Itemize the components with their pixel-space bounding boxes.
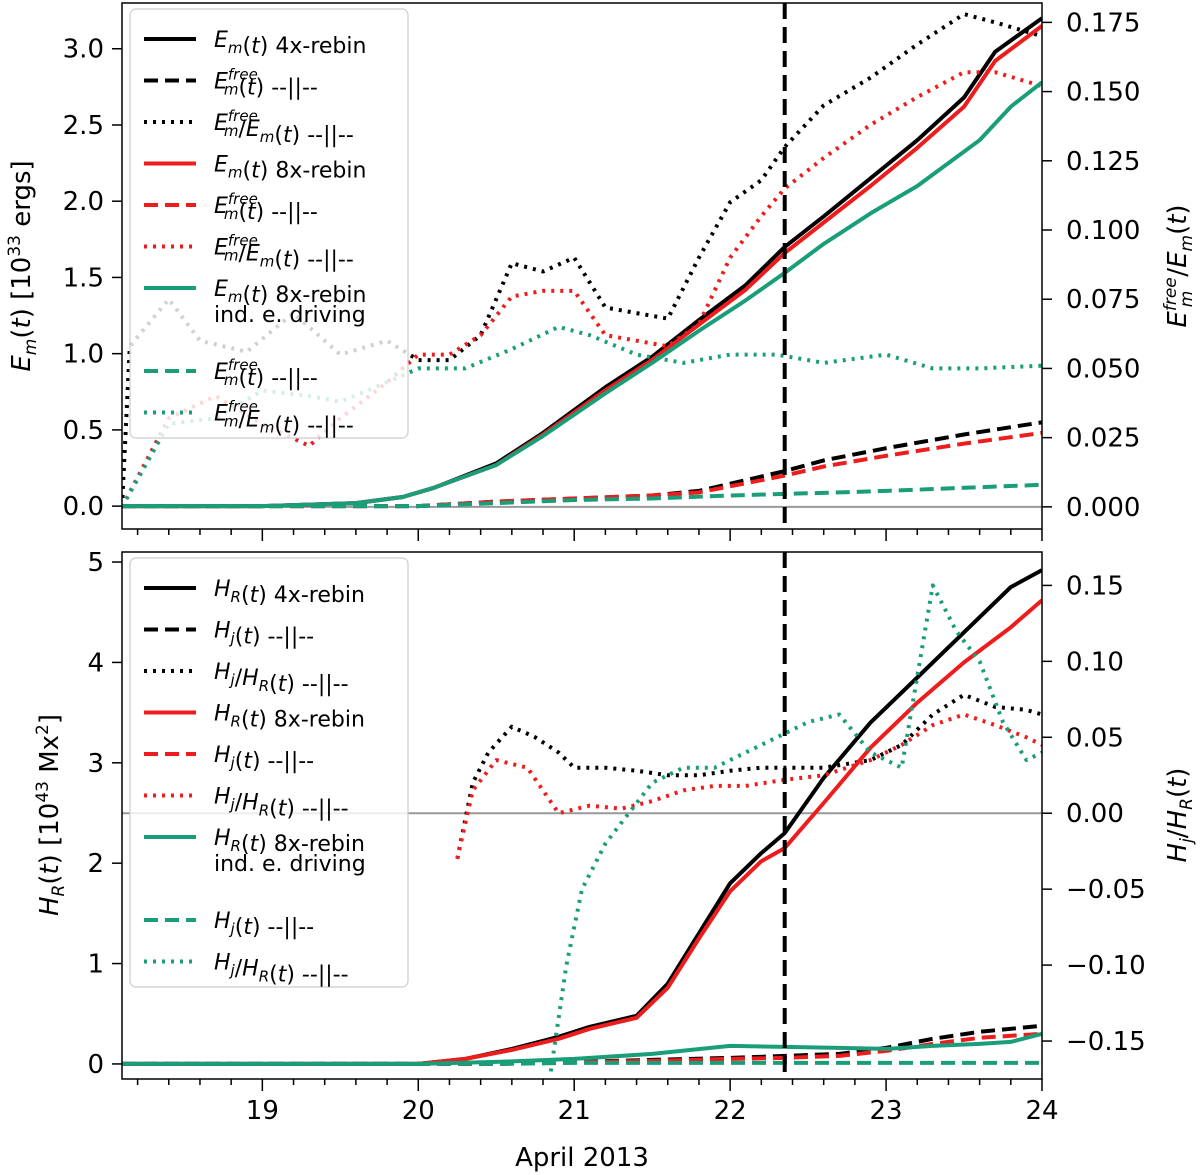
bottom-left-tick-label: 5 [87,548,104,578]
bottom-legend-label: Hj/HR(t) --||-- [214,785,349,822]
bottom-series-ratio-4x-rebin [455,692,1042,860]
x-tick-label: 19 [246,1096,279,1126]
x-tick-label: 21 [558,1096,591,1126]
bottom-legend-label: Hj/HR(t) --||-- [214,951,349,988]
x-tick-label: 20 [402,1096,435,1126]
bottom-right-tick-label: −0.05 [1066,875,1146,905]
bottom-plot-area [122,552,1042,1079]
top-left-tick-label: 1.5 [63,263,104,293]
top-legend-label: Em(t) 4x-rebin [214,28,366,59]
bottom-legend-label: Hj(t) --||-- [214,619,314,650]
top-legend: Em(t) 4x-rebin Efree m(t) --||-- Efree m/Em(… [129,8,409,439]
bottom-legend-label: Hj(t) --||-- [214,743,314,774]
top-series-em-8x-rebin-ind-e-driving [122,80,1042,509]
bottom-left-tick-label: 1 [87,950,104,980]
top-legend-label: Efree m/Em(t) --||-- [214,398,354,439]
x-tick-label: 24 [1025,1096,1058,1126]
bottom-legend-box [129,557,409,988]
bottom-left-tick-label: 4 [87,648,104,678]
top-legend-box [129,8,409,439]
top-left-tick-label: 2.5 [63,111,104,141]
top-left-tick-label: 0.5 [63,416,104,446]
bottom-right-tick-label: 0.10 [1066,647,1124,677]
bottom-series-hr-ind-e-driving [122,1031,1042,1066]
top-legend-label: Efree m/Em(t) --||-- [214,232,354,273]
bottom-series-hr-8x-rebin [122,598,1042,1066]
bottom-legend-label: Hj(t) --||-- [214,909,314,940]
bottom-series-ratio-8x-rebin [455,712,1042,860]
bottom-left-tick-label: 3 [87,749,104,779]
bottom-panel: 19 20 21 22 23 24012345−0.15−0.10−0.050.000.0… [33,548,1197,1173]
top-left-tick-label: 1.0 [63,340,104,370]
top-legend-label: Efree m/Em(t) --||-- [214,107,354,148]
x-tick-label: 23 [870,1096,903,1126]
top-ticks: 0.0 0.5 1.0 1.5 2.0 2.5 3.0 0.000 0.025 0.050 0.07… [63,8,1140,541]
bottom-right-tick-label: 0.05 [1066,723,1124,753]
top-series-em-free-ind-e-driving [122,482,1042,509]
top-legend-label: Em(t) 8x-rebin [214,153,366,184]
top-right-tick-label: 0.025 [1066,424,1140,454]
bottom-right-tick-label: 0.15 [1066,571,1124,601]
bottom-left-tick-label: 2 [87,849,104,879]
top-legend-label: Efree m(t) --||-- [214,66,318,101]
top-right-tick-label: 0.175 [1066,8,1140,38]
bottom-axes-frame [121,551,1043,1080]
bottom-left-tick-label: 0 [87,1050,104,1080]
bottom-legend-label: HR(t) 8x-rebin [214,702,365,733]
top-left-tick-label: 0.0 [63,492,104,522]
top-left-ylabel: Em(t) [1033 ergs] [5,160,41,371]
bottom-legend: HR(t) 4x-rebin Hj(t) --||-- Hj/HR(t) --||-… [129,557,409,988]
top-right-ylabel: Efreem/Em(t) [1161,204,1197,327]
top-right-tick-label: 0.000 [1066,493,1140,523]
bottom-legend-label: HR(t) 8x-rebin [214,826,365,857]
bottom-ticks: 19 20 21 22 23 24012345−0.15−0.10−0.050.000.0… [87,548,1145,1126]
bottom-right-tick-label: 0.00 [1066,799,1124,829]
bottom-right-tick-label: −0.10 [1066,951,1146,981]
top-right-tick-label: 0.050 [1066,354,1140,384]
bottom-legend-label: Hj/HR(t) --||-- [214,660,349,697]
top-legend-label: Efree m(t) --||-- [214,356,318,391]
top-panel: 0.0 0.5 1.0 1.5 2.0 2.5 3.0 0.000 0.025 0.050 0.07… [5,2,1197,541]
x-tick-label: 22 [714,1096,747,1126]
top-legend-label: Efree m(t) --||-- [214,190,318,225]
bottom-right-tick-label: −0.15 [1066,1027,1146,1057]
top-right-tick-label: 0.100 [1066,216,1140,246]
top-left-tick-label: 2.0 [63,187,104,217]
bottom-left-ylabel: HR(t) [1043 Mx2] [33,714,69,916]
top-right-tick-label: 0.150 [1066,78,1140,108]
top-axes-frame [121,2,1043,530]
bottom-legend-label: HR(t) 4x-rebin [214,577,365,608]
top-right-tick-label: 0.125 [1066,147,1140,177]
x-axis-label: April 2013 [515,1143,649,1173]
top-legend-label: Em(t) 8x-rebin [214,277,366,308]
bottom-right-ylabel: Hj/HR(t) [1163,768,1197,863]
bottom-series-ratio-ind-e-driving [548,583,1042,1072]
bottom-legend-label-cont: ind. e. driving [214,852,366,877]
top-right-tick-label: 0.075 [1066,285,1140,315]
top-left-tick-label: 3.0 [63,35,104,65]
bottom-series-hj-ind-e-driving [122,1060,1042,1066]
top-legend-label-cont: ind. e. driving [214,303,366,328]
